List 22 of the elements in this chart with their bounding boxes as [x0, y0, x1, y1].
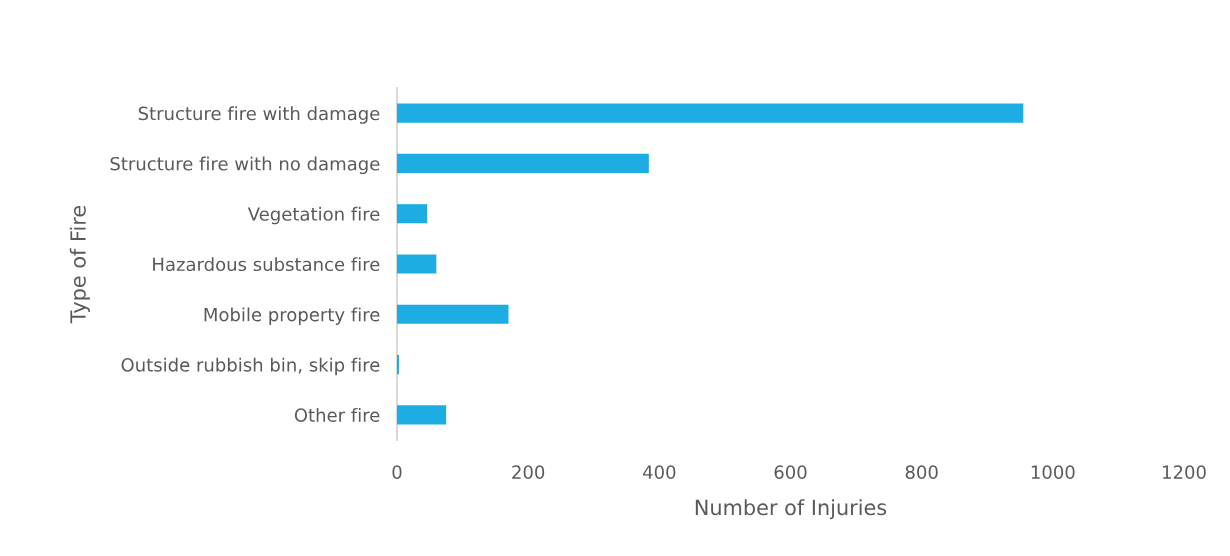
x-tick-label: 200	[512, 465, 545, 479]
y-tick-label: Hazardous substance fire	[153, 257, 380, 272]
x-tick-label: 0	[392, 465, 402, 479]
x-tick-label: 400	[642, 465, 676, 479]
y-tick-label: Vegetation fire	[247, 206, 380, 225]
x-tick-label: 800	[905, 465, 938, 479]
y-tick-label: Structure fire with damage	[138, 106, 380, 124]
x-axis-title: Number of Injuries	[695, 499, 887, 520]
bar	[397, 103, 1024, 123]
x-tick-label: 1000	[1031, 465, 1075, 479]
bar	[397, 304, 509, 324]
x-tick-label: 1200	[1163, 465, 1206, 479]
y-tick-label: Outside rubbish bin, skip fire	[121, 357, 380, 376]
bar	[397, 405, 447, 425]
bar	[397, 254, 437, 274]
y-axis-title: Type of Fire	[69, 205, 90, 324]
bar	[397, 153, 649, 173]
bar	[397, 204, 428, 224]
y-tick-label: Structure fire with no damage	[110, 156, 380, 175]
x-tick-label: 600	[774, 465, 807, 479]
y-tick-label: Other fire	[294, 408, 380, 422]
y-tick-label: Mobile property fire	[204, 307, 380, 325]
